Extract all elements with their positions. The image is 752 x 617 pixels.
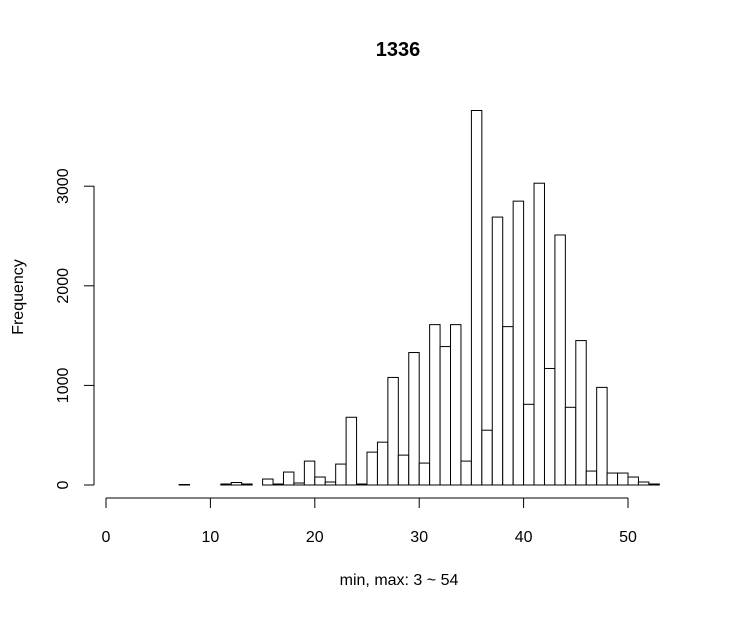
histogram-bar (241, 483, 253, 486)
histogram-bar (648, 483, 660, 486)
histogram-bar (637, 481, 650, 486)
x-axis-label: min, max: 3 ~ 54 (340, 572, 459, 589)
y-tick-label: 2000 (55, 268, 72, 304)
chart-title: 1336 (376, 39, 421, 61)
histogram-bar (397, 454, 410, 486)
histogram-bar (408, 352, 420, 486)
y-axis: 0 1000 2000 3000 (55, 168, 95, 489)
x-tick-label: 10 (202, 529, 220, 546)
y-axis-label: Frequency (10, 259, 27, 335)
y-tick-label: 1000 (55, 368, 72, 404)
histogram-bars (178, 110, 660, 486)
histogram-bar (429, 324, 441, 486)
histogram-bar (491, 216, 504, 486)
histogram-bar (178, 484, 191, 486)
histogram-bar (617, 472, 629, 486)
histogram-bar (543, 367, 556, 486)
y-tick-label: 3000 (55, 168, 72, 204)
x-axis: 0 10 20 30 40 50 (102, 497, 637, 546)
x-tick-label: 0 (102, 529, 111, 546)
histogram-bar (554, 234, 566, 486)
histogram-bar (324, 481, 337, 486)
histogram-bar (262, 478, 274, 486)
histogram-bar (512, 200, 525, 486)
x-tick-label: 40 (515, 529, 533, 546)
histogram-bar (230, 482, 243, 486)
y-tick-label: 0 (55, 480, 72, 489)
histogram-bar (533, 182, 545, 486)
histogram-bar (314, 476, 326, 486)
histogram-bar (282, 471, 295, 486)
histogram-bar (564, 406, 577, 486)
histogram-bar (387, 376, 399, 486)
histogram-bar (366, 451, 378, 486)
histogram-bar (627, 476, 639, 486)
histogram-bar (439, 346, 452, 486)
histogram-bar (481, 429, 493, 486)
histogram-bar (502, 326, 514, 486)
x-tick-label: 20 (306, 529, 324, 546)
histogram-bar (376, 441, 389, 486)
histogram-bar (575, 340, 587, 486)
histogram-bar (335, 463, 347, 486)
histogram-bar (523, 403, 535, 486)
histogram-bar (220, 483, 232, 486)
histogram-bar (356, 483, 368, 486)
histogram-bar (303, 460, 316, 486)
histogram-bar (470, 110, 483, 486)
histogram-bar (596, 386, 608, 486)
x-tick-label: 50 (619, 529, 637, 546)
histogram-bar (606, 472, 619, 486)
histogram-bar (293, 482, 305, 486)
histogram-bar (460, 460, 472, 486)
histogram-bar (345, 416, 358, 486)
histogram-bar (418, 462, 431, 486)
histogram-bar (585, 470, 598, 486)
histogram-bar (450, 324, 462, 486)
x-tick-label: 30 (410, 529, 428, 546)
histogram-bar (272, 483, 284, 486)
